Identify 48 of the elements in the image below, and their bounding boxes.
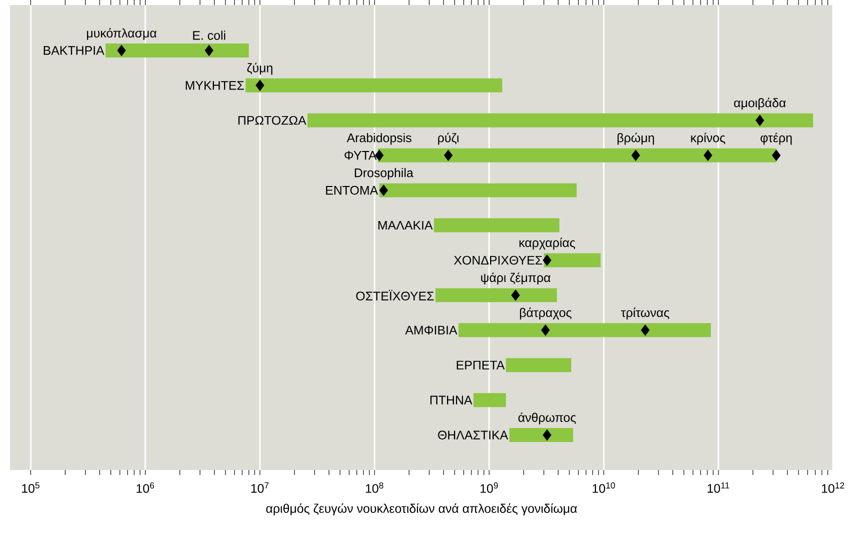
annotation: ρύζι bbox=[438, 132, 459, 145]
x-tick-label: 10$^{12}$ bbox=[822, 482, 844, 493]
bar bbox=[307, 113, 814, 128]
annotation: ζύμη bbox=[247, 62, 272, 75]
x-tick-label: 10$^{8}$ bbox=[366, 482, 384, 493]
y-tick-label: ΧΟΝΔΡΙΧΘΥΕΣ bbox=[454, 256, 542, 265]
x-tick-label: 10$^{11}$ bbox=[708, 482, 730, 493]
y-tick-label: ΑΜΦΙΒΙΑ bbox=[405, 326, 458, 334]
x-tick-label: 10$^{7}$ bbox=[251, 482, 269, 493]
annotation: κρίνος bbox=[691, 132, 726, 145]
annotation: φτέρη bbox=[760, 132, 792, 145]
annotation: Arabidopsis bbox=[346, 133, 412, 145]
annotation: άνθρωπος bbox=[518, 412, 576, 424]
annotation: E. coli bbox=[193, 30, 226, 40]
bar bbox=[509, 428, 574, 442]
y-tick-label: ΟΣΤΕΪΧΘΥΕΣ bbox=[356, 290, 434, 300]
annotation: βρώμη bbox=[618, 132, 654, 145]
y-tick-label: ΜΑΛΑΚΙΑ bbox=[378, 220, 433, 230]
annotation: μυκόπλασμα bbox=[87, 28, 157, 40]
bar bbox=[506, 358, 572, 372]
x-tick-label: 10$^{9}$ bbox=[480, 482, 498, 493]
y-tick-label: ΕΝΤΟΜΑ bbox=[326, 186, 378, 195]
bar bbox=[544, 253, 601, 268]
bar bbox=[106, 43, 249, 58]
annotation: τρίτωνας bbox=[621, 308, 670, 320]
annotation: καρχαρίας bbox=[519, 238, 576, 250]
bar bbox=[379, 183, 577, 198]
y-tick-label: ΒΑΚΤΗΡΙΑ bbox=[44, 46, 104, 55]
annotation: ψάρι ζέμπρα bbox=[481, 272, 550, 285]
bar bbox=[434, 218, 560, 232]
bar bbox=[458, 323, 711, 338]
x-axis-title: αριθμός ζευγών νουκλεοτιδίων ανά απλοειδές γονιδίωμα bbox=[266, 503, 577, 516]
y-tick-label: ΦΥΤΑ bbox=[344, 150, 377, 160]
y-tick-label: ΘΗΛΑΣΤΙΚΑ bbox=[438, 430, 508, 440]
x-tick-label: 10$^{10}$ bbox=[592, 482, 615, 493]
annotation: Drosophila bbox=[354, 168, 414, 180]
y-tick-label: ΠΡΩΤΟΖΩΑ bbox=[238, 116, 306, 125]
bar bbox=[378, 148, 776, 162]
x-tick-label: 10$^{5}$ bbox=[22, 482, 40, 493]
x-tick-label: 10$^{6}$ bbox=[136, 482, 154, 493]
annotation: αμοιβάδα bbox=[734, 98, 786, 110]
bar bbox=[435, 288, 557, 302]
y-tick-label: ΜΥΚΗΤΕΣ bbox=[186, 81, 244, 90]
bar bbox=[246, 78, 502, 92]
bar bbox=[473, 393, 506, 408]
annotation: βάτραχος bbox=[520, 308, 572, 320]
y-tick-label: ΠΤΗΝΑ bbox=[430, 396, 472, 404]
y-tick-label: ΕΡΠΕΤΑ bbox=[456, 360, 505, 370]
